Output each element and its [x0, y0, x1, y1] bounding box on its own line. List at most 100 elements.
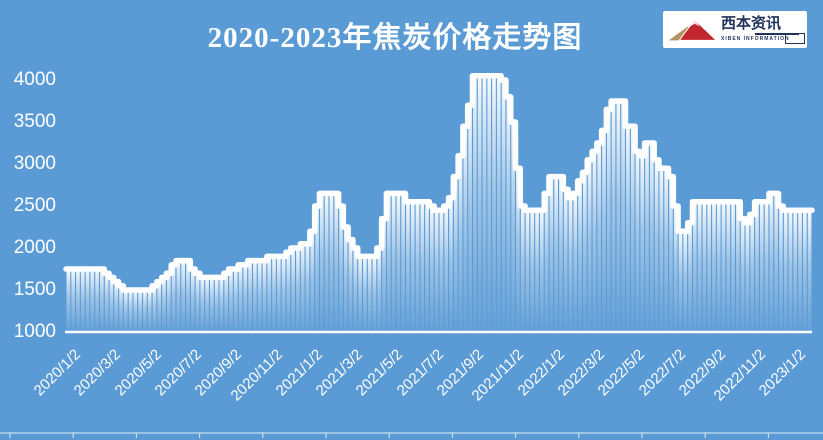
price-bar [659, 168, 664, 332]
price-bar [688, 222, 692, 332]
price-bar [138, 290, 142, 332]
price-bar [200, 277, 205, 332]
price-bar [563, 189, 568, 332]
price-bar [482, 75, 487, 333]
price-bar [386, 193, 391, 332]
price-bar [740, 218, 745, 332]
logo-underline [755, 33, 799, 35]
price-bar [511, 122, 515, 332]
price-bar [678, 231, 683, 332]
price-bar [477, 75, 482, 333]
chart-title: 2020-2023年焦炭价格走势图 [207, 22, 583, 54]
price-bar [343, 227, 348, 332]
price-bar [520, 206, 525, 332]
price-bar [702, 201, 707, 332]
price-bar [554, 176, 558, 332]
price-bar [90, 269, 95, 332]
price-bar [793, 210, 798, 332]
price-bar [697, 201, 702, 332]
logo-text-column: 西本资讯 XIBEN INFORMATION [721, 16, 805, 44]
price-bar [587, 159, 592, 332]
price-bar [85, 269, 90, 332]
price-bar [669, 176, 673, 332]
price-bar [329, 193, 334, 332]
price-bar [109, 277, 114, 332]
price-bar [272, 256, 276, 332]
price-bar [229, 269, 233, 332]
price-bar [453, 176, 458, 332]
price-bar [152, 285, 157, 332]
price-bar [210, 277, 214, 332]
price-bar [114, 281, 119, 332]
price-bar [516, 168, 520, 332]
price-bar [372, 256, 377, 332]
price-bar [143, 290, 147, 332]
price-bar [391, 193, 396, 332]
price-bar [788, 210, 793, 332]
price-bar [214, 277, 219, 332]
price-bar [205, 277, 209, 332]
price-bar [530, 210, 535, 332]
price-bar [755, 201, 759, 332]
price-bar [798, 210, 802, 332]
price-bar [71, 269, 76, 332]
price-bar [745, 222, 750, 332]
price-bar [434, 210, 439, 332]
price-bar [262, 260, 267, 332]
price-bar [544, 193, 549, 332]
price-bar [425, 201, 429, 332]
price-bar [186, 260, 190, 332]
y-axis-label: 4000 [13, 69, 56, 90]
price-bar [415, 201, 420, 332]
price-bar [764, 201, 769, 332]
mountain-logo-icon [668, 18, 718, 41]
price-bar [133, 290, 138, 332]
price-bar [119, 285, 123, 332]
price-bar [80, 269, 85, 332]
price-bar [320, 193, 324, 332]
price-bar [458, 155, 463, 332]
price-bar [396, 193, 401, 332]
price-bar [248, 260, 252, 332]
price-bar [190, 269, 195, 332]
price-bar [281, 256, 286, 332]
price-bar [382, 218, 386, 332]
logo-brand-text: 西本资讯 [721, 16, 782, 32]
price-bar [449, 197, 453, 332]
price-bar [286, 252, 291, 332]
price-bar [305, 243, 310, 332]
y-axis-label: 2000 [13, 237, 56, 258]
price-bar [176, 260, 181, 332]
price-bar [693, 201, 697, 332]
price-bar [712, 201, 716, 332]
price-bar [147, 290, 152, 332]
price-bar [76, 269, 80, 332]
price-bar [597, 143, 602, 332]
price-bar [654, 159, 659, 332]
price-bar [573, 193, 578, 332]
price-bar [769, 193, 774, 332]
price-bar [128, 290, 133, 332]
bottom-axis-line [0, 432, 823, 438]
price-bar [339, 206, 343, 332]
price-bar [568, 197, 573, 332]
price-bar [611, 101, 616, 332]
price-bar [348, 239, 353, 332]
price-bar [444, 206, 449, 332]
logo-seal [785, 33, 805, 44]
price-bar [267, 256, 272, 332]
price-bar [559, 176, 563, 332]
price-bar [439, 210, 444, 332]
price-bar [716, 201, 721, 332]
price-bar [296, 248, 300, 332]
price-bar [664, 168, 668, 332]
price-bar [736, 201, 740, 332]
price-bar [807, 210, 812, 332]
price-bar [492, 75, 496, 333]
price-bar [535, 210, 539, 332]
price-bar [420, 201, 425, 332]
price-bar [219, 277, 224, 332]
price-bar [181, 260, 185, 332]
price-bar [257, 260, 262, 332]
